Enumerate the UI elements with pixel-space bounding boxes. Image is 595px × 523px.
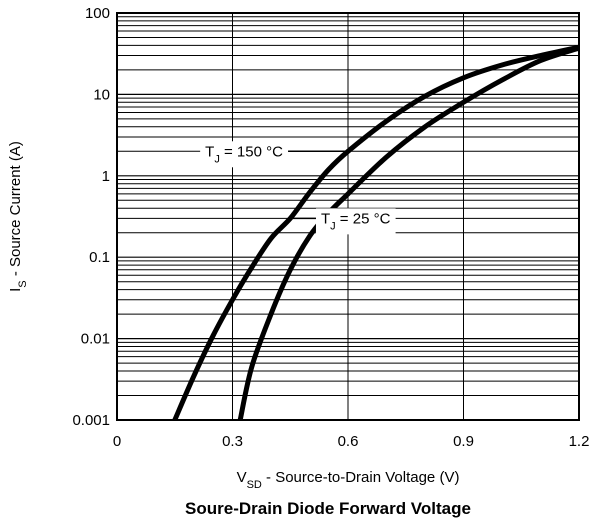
series-line-tj-150c	[172, 44, 580, 421]
series-label-tj-150c: TJ = 150 °C	[205, 143, 283, 165]
y-axis-title-main: I	[7, 288, 24, 292]
x-tick-label: 0	[113, 433, 121, 450]
plot-frame	[116, 12, 580, 421]
tick-label-layer: 0.001 0.01 0.1 1 10 100 0 0.3 0.6 0.9 1.2	[72, 5, 589, 450]
x-axis-title: VSD - Source-to-Drain Voltage (V)	[237, 469, 460, 491]
y-tick-label: 0.01	[81, 331, 110, 348]
series-label-tj-25c-background	[315, 208, 396, 235]
y-tick-label: 1	[102, 168, 110, 185]
x-tick-label: 1.2	[569, 433, 590, 450]
y-axis-title: IS - Source Current (A)	[7, 141, 29, 292]
y-tick-label: 100	[85, 5, 110, 22]
series-label-tj-150c-sub: J	[214, 153, 220, 165]
series-label-tj-150c-background	[200, 141, 289, 168]
x-tick-label: 0.9	[453, 433, 474, 450]
x-tick-label: 0.6	[338, 433, 359, 450]
series-label-tj-25c: TJ = 25 °C	[321, 210, 391, 232]
series-label-tj-150c-rest: = 150 °C	[220, 143, 283, 160]
series-line-tj-25c	[237, 45, 580, 421]
y-axis-title-rest: - Source Current (A)	[7, 141, 24, 280]
chart-title: Soure-Drain Diode Forward Voltage	[185, 499, 471, 518]
series-label-tj-25c-main: T	[321, 210, 330, 227]
x-axis-title-rest: - Source-to-Drain Voltage (V)	[262, 469, 460, 486]
series-label-tj-150c-group: TJ = 150 °C	[200, 141, 348, 168]
y-tick-label: 0.1	[89, 249, 110, 266]
y-axis-title-sub: S	[17, 280, 29, 287]
x-axis-title-main: V	[237, 469, 247, 486]
series-label-tj-25c-group: TJ = 25 °C	[290, 208, 396, 235]
curve-layer	[172, 44, 580, 421]
annotation-layer: TJ = 150 °CTJ = 25 °C	[200, 141, 396, 235]
series-label-tj-25c-rest: = 25 °C	[336, 210, 391, 227]
y-tick-label: 0.001	[72, 412, 110, 429]
series-label-tj-150c-main: T	[205, 143, 214, 160]
series-label-tj-25c-sub: J	[330, 220, 336, 232]
x-tick-label: 0.3	[222, 433, 243, 450]
x-axis-title-sub: SD	[247, 479, 262, 491]
y-tick-label: 10	[93, 86, 110, 103]
